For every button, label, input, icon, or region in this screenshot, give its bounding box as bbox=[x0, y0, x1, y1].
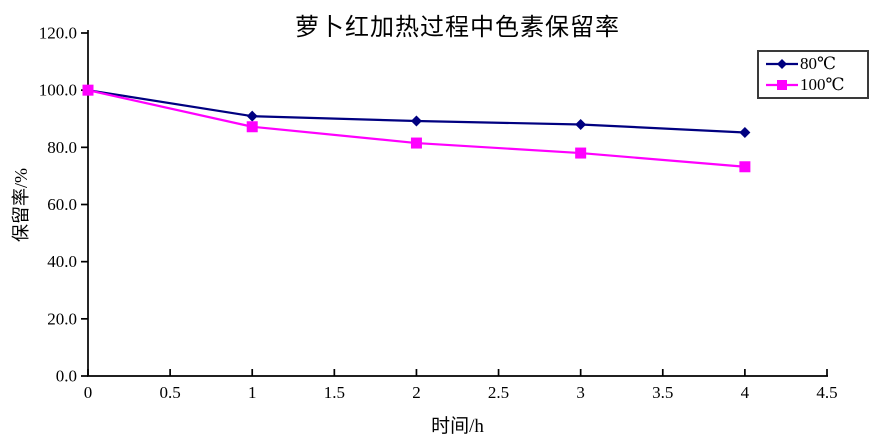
legend-label-80c: 80℃ bbox=[800, 54, 837, 73]
chart-title: 萝卜红加热过程中色素保留率 bbox=[295, 15, 620, 41]
x-tick-label: 0.5 bbox=[159, 383, 180, 402]
data-point-100c bbox=[739, 161, 751, 173]
x-tick-label: 2 bbox=[412, 383, 421, 402]
x-tick-label: 4.5 bbox=[816, 383, 837, 402]
data-point-80c bbox=[410, 115, 422, 127]
legend-entry-80c: 80℃ bbox=[765, 54, 867, 74]
x-tick-label: 1.5 bbox=[324, 383, 345, 402]
y-tick-label: 0.0 bbox=[56, 367, 77, 386]
data-point-80c bbox=[575, 118, 587, 130]
legend-entry-100c: 100℃ bbox=[765, 75, 867, 95]
diamond-marker-icon bbox=[777, 59, 787, 69]
x-tick-label: 4 bbox=[741, 383, 750, 402]
data-point-100c bbox=[246, 121, 258, 133]
data-point-100c bbox=[82, 84, 94, 96]
x-tick-label: 0 bbox=[84, 383, 93, 402]
y-tick-label: 60.0 bbox=[47, 195, 77, 214]
x-tick-label: 3 bbox=[576, 383, 585, 402]
y-tick-label: 120.0 bbox=[39, 24, 77, 43]
legend-label-100c: 100℃ bbox=[800, 75, 845, 94]
y-tick-label: 20.0 bbox=[47, 309, 77, 328]
y-tick-label: 40.0 bbox=[47, 252, 77, 271]
legend-symbol-diamond-icon bbox=[766, 59, 798, 69]
data-point-100c bbox=[410, 137, 422, 149]
data-point-80c bbox=[246, 110, 258, 122]
x-tick-label: 2.5 bbox=[488, 383, 509, 402]
x-axis-label: 时间/h bbox=[431, 416, 484, 437]
y-axis-label: 保留率/% bbox=[11, 168, 31, 242]
data-point-80c bbox=[739, 126, 751, 138]
y-tick-label: 100.0 bbox=[39, 81, 77, 100]
y-tick-label: 80.0 bbox=[47, 138, 77, 157]
x-tick-label: 1 bbox=[248, 383, 257, 402]
data-point-100c bbox=[575, 147, 587, 159]
x-tick-label: 3.5 bbox=[652, 383, 673, 402]
legend: 80℃ 100℃ bbox=[757, 50, 869, 99]
legend-symbol-square-icon bbox=[766, 80, 798, 90]
square-marker-icon bbox=[777, 80, 787, 90]
